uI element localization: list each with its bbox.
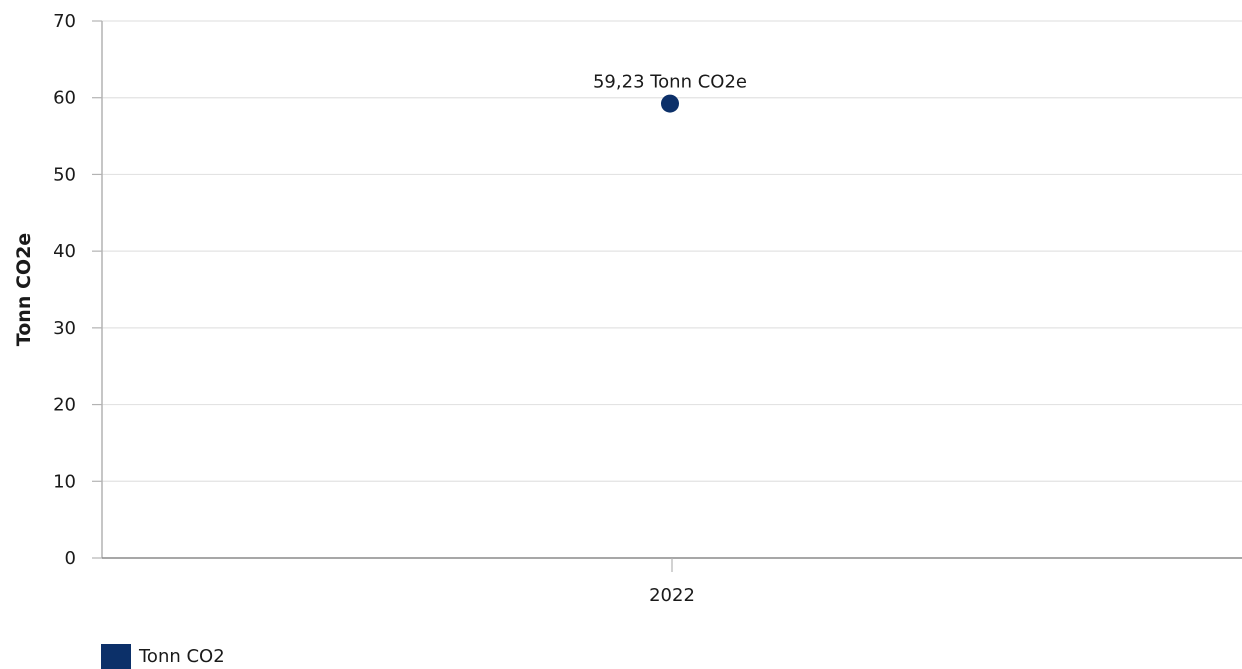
y-tick-label-0: 0 bbox=[65, 548, 76, 569]
y-tick-label-50: 50 bbox=[53, 164, 76, 185]
legend-swatch bbox=[101, 644, 131, 669]
y-tick-label-30: 30 bbox=[53, 318, 76, 339]
y-tick-label-60: 60 bbox=[53, 88, 76, 109]
y-tick-label-10: 10 bbox=[53, 471, 76, 492]
chart: 0 10 20 30 40 50 60 70 2022 Tonn CO2e 59,23 Ton… bbox=[13, 11, 1242, 606]
y-axis-label: Tonn CO2e bbox=[13, 233, 35, 346]
y-axis-ticks: 0 10 20 30 40 50 60 70 bbox=[53, 11, 102, 569]
data-point-2022[interactable] bbox=[661, 94, 679, 113]
x-tick-label-2022: 2022 bbox=[649, 585, 695, 606]
data-points: 59,23 Tonn CO2e bbox=[593, 72, 747, 113]
data-label-2022: 59,23 Tonn CO2e bbox=[593, 72, 747, 93]
legend-label: Tonn CO2 bbox=[139, 646, 225, 667]
y-tick-label-70: 70 bbox=[53, 11, 76, 32]
y-tick-label-20: 20 bbox=[53, 395, 76, 416]
x-axis-ticks: 2022 bbox=[649, 558, 695, 606]
legend[interactable]: Tonn CO2 bbox=[101, 644, 225, 669]
y-tick-label-40: 40 bbox=[53, 241, 76, 262]
